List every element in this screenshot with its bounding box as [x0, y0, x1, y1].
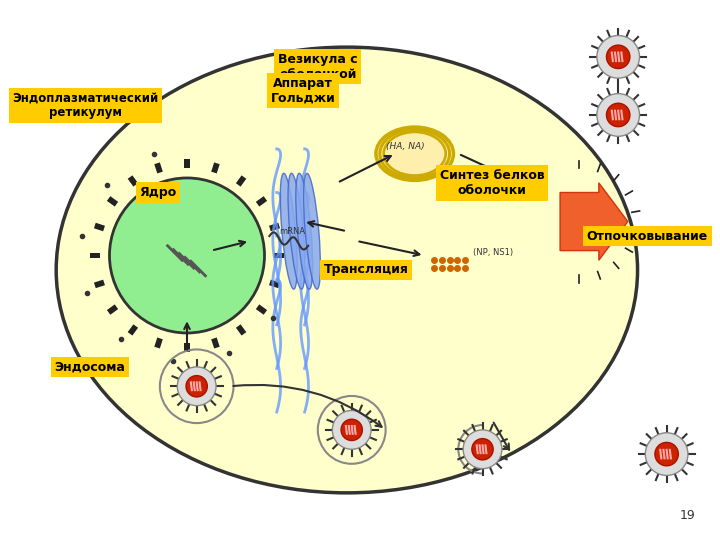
Text: 19: 19: [680, 509, 696, 522]
Circle shape: [109, 178, 264, 333]
Ellipse shape: [304, 173, 320, 289]
Text: (NP, NS1): (NP, NS1): [473, 248, 513, 258]
Bar: [154, 163, 163, 173]
Text: Эндоплазматический
ретикулум: Эндоплазматический ретикулум: [12, 91, 158, 119]
Bar: [269, 223, 280, 231]
Bar: [256, 305, 267, 315]
Bar: [211, 338, 220, 348]
Bar: [236, 176, 246, 187]
Circle shape: [606, 103, 630, 127]
Circle shape: [606, 45, 630, 69]
Text: Трансляция: Трансляция: [324, 264, 409, 276]
Bar: [127, 325, 138, 335]
Circle shape: [177, 367, 216, 406]
Bar: [90, 253, 100, 258]
Ellipse shape: [296, 173, 312, 289]
Bar: [236, 325, 246, 335]
Bar: [107, 196, 118, 207]
FancyArrow shape: [560, 183, 628, 260]
Circle shape: [655, 442, 678, 466]
Ellipse shape: [280, 173, 297, 289]
Text: Везикула с
оболочкой: Везикула с оболочкой: [278, 52, 358, 80]
Bar: [184, 343, 190, 353]
Bar: [256, 196, 267, 207]
Circle shape: [472, 438, 493, 460]
Ellipse shape: [381, 131, 449, 177]
Text: (HA, NA): (HA, NA): [386, 142, 424, 151]
Bar: [107, 305, 118, 315]
Circle shape: [186, 376, 207, 397]
Ellipse shape: [377, 128, 452, 179]
Ellipse shape: [56, 47, 637, 493]
Bar: [127, 176, 138, 187]
Bar: [184, 159, 190, 168]
Circle shape: [645, 433, 688, 475]
Bar: [269, 280, 280, 288]
Text: Ядро: Ядро: [139, 186, 176, 199]
Bar: [274, 253, 284, 258]
Bar: [154, 338, 163, 348]
Text: Эндосома: Эндосома: [55, 360, 125, 373]
Bar: [211, 163, 220, 173]
Circle shape: [597, 93, 639, 136]
Circle shape: [463, 430, 502, 469]
Circle shape: [341, 419, 362, 441]
Circle shape: [333, 410, 371, 449]
Text: mRNA: mRNA: [279, 227, 305, 236]
Ellipse shape: [384, 133, 445, 174]
Circle shape: [597, 36, 639, 78]
Bar: [94, 223, 105, 231]
Text: Аппарат
Гольджи: Аппарат Гольджи: [271, 77, 336, 105]
Text: Отпочковывание: Отпочковывание: [587, 230, 708, 242]
Bar: [94, 280, 105, 288]
Ellipse shape: [288, 173, 305, 289]
Text: Синтез белков
оболочки: Синтез белков оболочки: [440, 169, 544, 197]
